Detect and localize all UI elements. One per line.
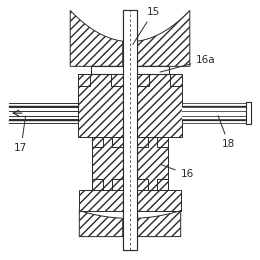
Bar (92, 136, 103, 147)
Bar (92, 136, 123, 190)
Bar (137, 136, 148, 147)
Bar (78, 74, 123, 136)
Text: 15: 15 (133, 7, 160, 44)
Bar (78, 74, 90, 86)
Polygon shape (70, 10, 123, 66)
Bar (137, 74, 149, 86)
Bar (137, 136, 168, 190)
Polygon shape (137, 10, 190, 66)
Bar (137, 179, 148, 190)
Bar (9, 106, 78, 120)
Bar (157, 179, 168, 190)
Text: 18: 18 (218, 116, 236, 149)
Bar (92, 179, 103, 190)
Text: 17: 17 (14, 116, 28, 153)
Polygon shape (137, 211, 181, 237)
Bar (79, 190, 181, 211)
Bar (123, 10, 137, 250)
Bar (170, 74, 182, 86)
Bar (112, 136, 123, 147)
Bar (246, 102, 251, 124)
Text: 16: 16 (161, 165, 194, 179)
Bar (157, 136, 168, 147)
Bar (182, 106, 251, 120)
Bar (123, 10, 137, 250)
Bar (137, 74, 182, 136)
Polygon shape (79, 211, 123, 237)
Bar (111, 74, 123, 86)
Bar (91, 66, 169, 74)
Text: 16a: 16a (160, 55, 216, 72)
Bar (112, 179, 123, 190)
